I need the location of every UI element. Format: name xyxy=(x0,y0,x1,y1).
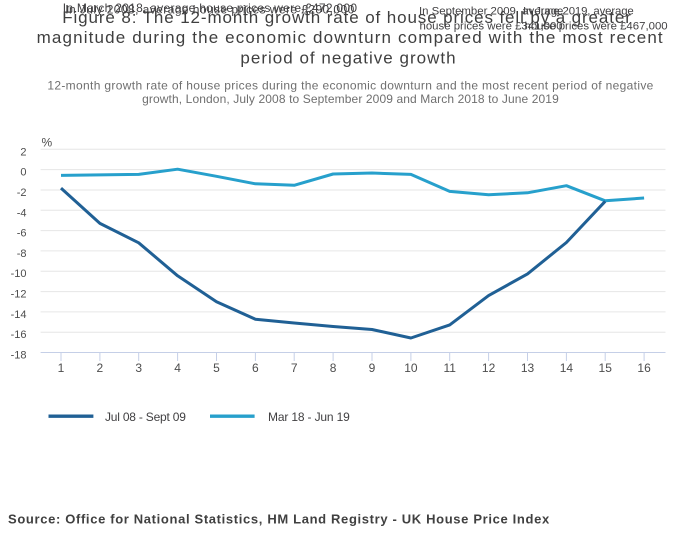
svg-text:-8: -8 xyxy=(17,248,27,260)
svg-text:Jul 08 - Sept 09: Jul 08 - Sept 09 xyxy=(105,410,186,424)
svg-text:3: 3 xyxy=(135,361,142,375)
svg-text:-4: -4 xyxy=(17,207,27,219)
svg-text:-18: -18 xyxy=(11,350,27,362)
svg-text:In June 2019, average: In June 2019, average xyxy=(523,5,634,17)
svg-text:16: 16 xyxy=(637,361,651,375)
svg-text:In July 2008, average house pr: In July 2008, average house prices were … xyxy=(65,3,355,17)
svg-text:4: 4 xyxy=(174,361,181,375)
svg-text:magnitude during the economic: magnitude during the economic downturn c… xyxy=(37,28,664,47)
svg-text:period of negative growth: period of negative growth xyxy=(240,48,456,67)
svg-text:-10: -10 xyxy=(11,268,27,280)
svg-text:In September 2009, average: In September 2009, average xyxy=(419,5,563,17)
svg-text:12-month growth rate of house: 12-month growth rate of house prices dur… xyxy=(47,78,653,92)
svg-text:14: 14 xyxy=(560,361,574,375)
svg-text:Mar 18 - Jun 19: Mar 18 - Jun 19 xyxy=(268,410,350,424)
svg-text:9: 9 xyxy=(369,361,376,375)
svg-text:0: 0 xyxy=(20,167,26,179)
svg-text:Figure 8: The 12-month growth: Figure 8: The 12-month growth rate of ho… xyxy=(62,8,632,27)
svg-text:-14: -14 xyxy=(11,309,27,321)
svg-text:house prices were £341,000: house prices were £341,000 xyxy=(420,20,563,32)
svg-text:10: 10 xyxy=(404,361,418,375)
svg-text:6: 6 xyxy=(252,361,259,375)
svg-text:Source: Office for National St: Source: Office for National Statistics, … xyxy=(8,512,550,527)
svg-text:15: 15 xyxy=(599,361,613,375)
svg-text:-12: -12 xyxy=(11,289,27,301)
svg-text:13: 13 xyxy=(521,361,535,375)
svg-text:house prices were £467,000: house prices were £467,000 xyxy=(525,20,668,32)
svg-text:2: 2 xyxy=(97,361,104,375)
svg-text:5: 5 xyxy=(213,361,220,375)
svg-text:-2: -2 xyxy=(17,187,27,199)
svg-text:11: 11 xyxy=(443,361,456,375)
svg-text:2: 2 xyxy=(20,146,26,158)
svg-text:1: 1 xyxy=(58,361,65,375)
svg-text:8: 8 xyxy=(330,361,337,375)
svg-text:-6: -6 xyxy=(17,228,27,240)
svg-text:-16: -16 xyxy=(11,329,27,341)
svg-text:In March 2018, average house p: In March 2018, average house prices were… xyxy=(63,1,358,15)
svg-text:growth, London, July 2008 to S: growth, London, July 2008 to September 2… xyxy=(142,92,559,106)
svg-text:7: 7 xyxy=(291,361,298,375)
svg-text:%: % xyxy=(42,136,53,150)
svg-text:12: 12 xyxy=(482,361,496,375)
